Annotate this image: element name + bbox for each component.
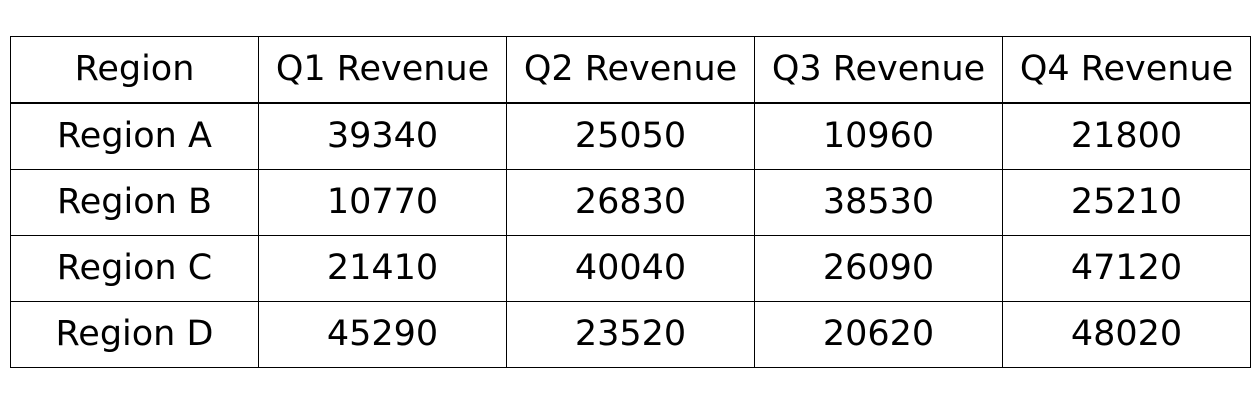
header-region: Region xyxy=(10,36,259,104)
table-row: Region D 45290 23520 20620 48020 xyxy=(10,301,1251,368)
cell-q3-revenue: 26090 xyxy=(754,235,1003,302)
cell-q4-revenue: 25210 xyxy=(1002,169,1251,236)
header-q1-revenue: Q1 Revenue xyxy=(258,36,507,104)
cell-q3-revenue: 20620 xyxy=(754,301,1003,368)
cell-q1-revenue: 21410 xyxy=(258,235,507,302)
cell-q1-revenue: 39340 xyxy=(258,102,507,170)
cell-q4-revenue: 48020 xyxy=(1002,301,1251,368)
header-q3-revenue: Q3 Revenue xyxy=(754,36,1003,104)
table-body: Region A 39340 25050 10960 21800 Region … xyxy=(10,102,1251,368)
cell-region: Region D xyxy=(10,301,259,368)
cell-q2-revenue: 40040 xyxy=(506,235,755,302)
cell-region: Region C xyxy=(10,235,259,302)
cell-q4-revenue: 21800 xyxy=(1002,102,1251,170)
header-q4-revenue: Q4 Revenue xyxy=(1002,36,1251,104)
table-header: Region Q1 Revenue Q2 Revenue Q3 Revenue … xyxy=(10,36,1251,104)
table-row: Region C 21410 40040 26090 47120 xyxy=(10,235,1251,302)
table-row: Region A 39340 25050 10960 21800 xyxy=(10,102,1251,170)
cell-region: Region B xyxy=(10,169,259,236)
cell-q1-revenue: 10770 xyxy=(258,169,507,236)
header-row: Region Q1 Revenue Q2 Revenue Q3 Revenue … xyxy=(10,36,1251,104)
cell-q2-revenue: 25050 xyxy=(506,102,755,170)
header-q2-revenue: Q2 Revenue xyxy=(506,36,755,104)
cell-q3-revenue: 10960 xyxy=(754,102,1003,170)
cell-q2-revenue: 26830 xyxy=(506,169,755,236)
cell-q4-revenue: 47120 xyxy=(1002,235,1251,302)
cell-q2-revenue: 23520 xyxy=(506,301,755,368)
cell-q1-revenue: 45290 xyxy=(258,301,507,368)
cell-q3-revenue: 38530 xyxy=(754,169,1003,236)
table-row: Region B 10770 26830 38530 25210 xyxy=(10,169,1251,236)
cell-region: Region A xyxy=(10,102,259,170)
revenue-table: Region Q1 Revenue Q2 Revenue Q3 Revenue … xyxy=(10,36,1251,368)
